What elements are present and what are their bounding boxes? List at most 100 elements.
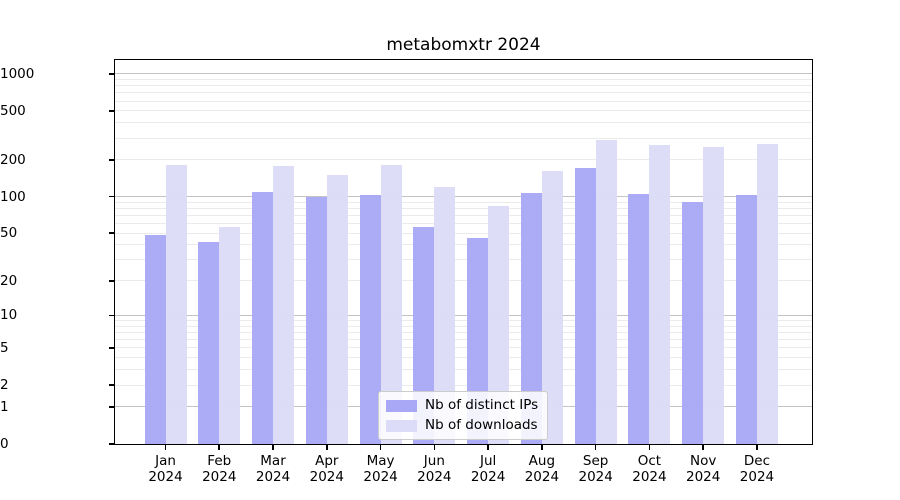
y-tick-label: 50 bbox=[0, 225, 18, 242]
x-tick-month: Mar bbox=[260, 453, 286, 469]
bar-downloads-sep bbox=[595, 140, 617, 444]
y-tick-mark bbox=[109, 443, 114, 445]
gridline-minor bbox=[115, 122, 812, 124]
y-tick-mark bbox=[109, 195, 114, 198]
gridline-minor bbox=[115, 384, 812, 386]
y-tick-mark bbox=[109, 72, 114, 75]
x-tick-mark bbox=[594, 445, 597, 450]
x-tick-month: Sep bbox=[582, 453, 609, 469]
y-tick-mark bbox=[109, 280, 114, 282]
y-tick-mark bbox=[109, 110, 114, 112]
y-tick-label: 0 bbox=[0, 436, 9, 452]
x-tick-year: 2024 bbox=[255, 469, 291, 485]
gridline-minor bbox=[115, 347, 812, 349]
x-tick-mark bbox=[756, 445, 758, 450]
legend: Nb of distinct IPs Nb of downloads bbox=[378, 391, 549, 440]
bar-downloads-dec bbox=[756, 143, 778, 444]
x-tick-month: Oct bbox=[637, 453, 662, 469]
bar-downloads-jul bbox=[488, 205, 510, 444]
x-tick-year: 2024 bbox=[578, 469, 613, 485]
bar-distinct-ips-jan bbox=[144, 235, 166, 444]
x-tick-month: Jul bbox=[479, 453, 497, 469]
bar-downloads-oct bbox=[649, 144, 671, 444]
x-tick-year: 2024 bbox=[202, 469, 237, 485]
legend-item-downloads: Nb of downloads bbox=[386, 418, 538, 433]
bar-downloads-mar bbox=[273, 166, 295, 444]
y-tick-mark bbox=[109, 314, 114, 317]
x-tick-mark bbox=[541, 445, 543, 450]
gridline-minor bbox=[115, 259, 812, 261]
plot-area: Nb of distinct IPs Nb of downloads bbox=[114, 59, 813, 445]
x-tick-mark bbox=[702, 445, 704, 450]
gridline-minor bbox=[115, 244, 812, 246]
gridline-minor bbox=[115, 92, 812, 94]
bar-distinct-ips-may bbox=[359, 195, 381, 444]
x-tick-label-nov: Nov 2024 bbox=[686, 453, 720, 485]
y-tick-label: 100 bbox=[0, 188, 26, 205]
x-tick-label-apr: Apr 2024 bbox=[310, 453, 344, 485]
legend-label-distinct-ips: Nb of distinct IPs bbox=[425, 397, 539, 413]
gridline-minor bbox=[115, 78, 812, 80]
y-tick-label: 1000 bbox=[0, 65, 35, 82]
legend-swatch-distinct-ips-icon bbox=[386, 399, 417, 412]
gridline-minor bbox=[115, 325, 812, 327]
x-tick-year: 2024 bbox=[470, 469, 506, 485]
gridline-minor bbox=[115, 332, 812, 334]
x-tick-label-aug: Aug 2024 bbox=[525, 453, 559, 485]
x-tick-year: 2024 bbox=[632, 469, 667, 485]
gridline-minor bbox=[115, 215, 812, 217]
x-tick-month: Nov bbox=[690, 453, 717, 469]
x-tick-label-may: May 2024 bbox=[363, 453, 397, 485]
gridline-minor bbox=[115, 137, 812, 139]
gridline-minor bbox=[115, 280, 812, 282]
bar-distinct-ips-mar bbox=[252, 191, 274, 444]
x-tick-month: Aug bbox=[528, 453, 556, 469]
bar-distinct-ips-aug bbox=[520, 193, 542, 444]
x-tick-label-jan: Jan 2024 bbox=[148, 453, 182, 485]
legend-item-distinct-ips: Nb of distinct IPs bbox=[386, 398, 538, 413]
y-tick-mark bbox=[109, 384, 114, 386]
y-tick-label: 500 bbox=[0, 102, 26, 119]
x-tick-label-oct: Oct 2024 bbox=[632, 453, 666, 485]
bar-downloads-aug bbox=[541, 171, 563, 444]
y-tick-mark bbox=[109, 347, 114, 349]
bar-distinct-ips-apr bbox=[305, 196, 327, 444]
y-tick-label: 200 bbox=[0, 151, 26, 168]
x-tick-year: 2024 bbox=[686, 469, 721, 485]
gridline-minor bbox=[115, 208, 812, 209]
gridline-minor bbox=[115, 159, 812, 161]
x-tick-mark bbox=[326, 445, 328, 450]
x-tick-mark bbox=[379, 445, 382, 450]
y-tick-label: 5 bbox=[0, 339, 9, 356]
y-tick-label: 20 bbox=[0, 272, 18, 289]
x-tick-mark bbox=[272, 445, 274, 450]
bar-distinct-ips-oct bbox=[628, 194, 650, 444]
bar-downloads-apr bbox=[326, 175, 348, 444]
x-tick-month: May bbox=[366, 453, 395, 469]
bar-downloads-feb bbox=[219, 227, 241, 444]
bar-distinct-ips-feb bbox=[198, 242, 220, 444]
gridline-minor bbox=[115, 223, 812, 225]
x-tick-year: 2024 bbox=[524, 469, 560, 485]
gridline-major bbox=[115, 196, 812, 198]
gridline-minor bbox=[115, 232, 812, 234]
x-tick-year: 2024 bbox=[417, 469, 452, 485]
x-tick-mark bbox=[218, 445, 221, 450]
bar-distinct-ips-nov bbox=[682, 202, 704, 444]
x-tick-month: Apr bbox=[315, 453, 339, 469]
bar-distinct-ips-dec bbox=[735, 195, 757, 444]
gridline-minor bbox=[115, 100, 812, 102]
bar-distinct-ips-sep bbox=[574, 168, 596, 444]
x-tick-mark bbox=[648, 445, 651, 450]
y-tick-label: 2 bbox=[0, 377, 9, 394]
x-tick-month: Jan bbox=[155, 453, 176, 469]
bar-distinct-ips-jun bbox=[413, 227, 435, 444]
x-tick-label-mar: Mar 2024 bbox=[256, 453, 290, 485]
gridline-major bbox=[115, 315, 812, 316]
bar-downloads-jan bbox=[165, 165, 187, 444]
legend-label-downloads: Nb of downloads bbox=[425, 417, 538, 433]
x-tick-year: 2024 bbox=[363, 469, 398, 485]
bar-downloads-may bbox=[380, 165, 402, 444]
x-tick-label-jun: Jun 2024 bbox=[417, 453, 451, 485]
x-tick-year: 2024 bbox=[148, 469, 183, 485]
